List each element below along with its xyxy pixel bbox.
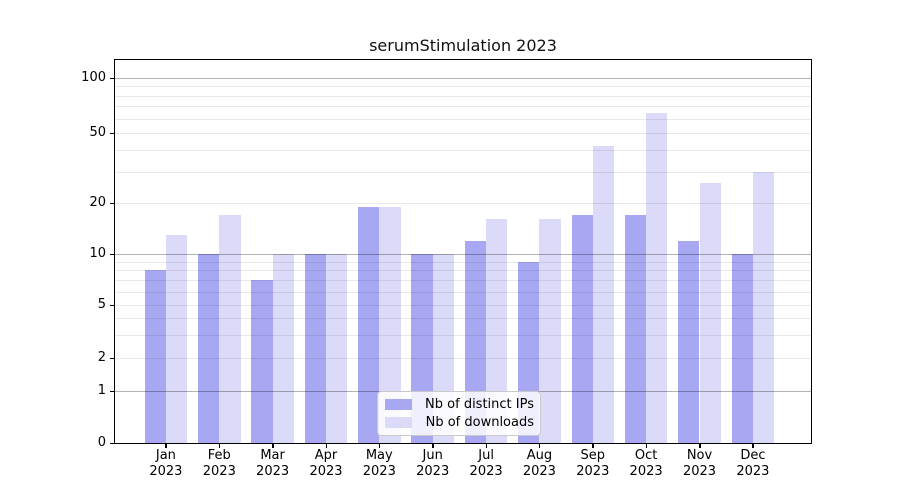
bar-downloads-mar xyxy=(272,254,294,443)
gridline-minor xyxy=(115,317,811,319)
y-tick-mark xyxy=(110,390,114,392)
x-tick-label-sep: Sep 2023 xyxy=(576,448,610,479)
legend-swatch-distinct-ips xyxy=(385,399,412,410)
gridline-minor xyxy=(115,305,811,306)
legend-row: Nb of distinct IPs xyxy=(385,397,534,412)
gridline-minor xyxy=(115,118,811,120)
gridline-major xyxy=(115,254,811,255)
bar-distinct-ips-apr xyxy=(304,254,326,443)
y-tick-label: 100 xyxy=(81,70,106,85)
y-tick-label: 0 xyxy=(97,435,106,450)
bar-downloads-aug xyxy=(539,219,561,443)
legend-label: Nb of distinct IPs xyxy=(425,397,534,412)
y-tick-mark xyxy=(110,304,114,306)
bar-distinct-ips-dec xyxy=(731,254,753,443)
bar-downloads-sep xyxy=(592,146,615,443)
y-tick-label: 10 xyxy=(89,246,106,261)
y-tick-mark xyxy=(110,202,114,204)
x-tick-mark xyxy=(645,444,648,448)
y-tick-mark xyxy=(110,253,114,255)
gridline-minor xyxy=(115,261,811,263)
bar-downloads-may xyxy=(379,206,401,443)
x-tick-label-nov: Nov 2023 xyxy=(682,448,717,479)
legend-swatch-downloads xyxy=(385,417,412,428)
gridline-minor xyxy=(115,280,811,282)
x-tick-label-may: May 2023 xyxy=(362,448,396,479)
x-tick-mark xyxy=(592,444,594,448)
x-tick-mark xyxy=(485,444,488,448)
gridline-minor xyxy=(115,334,811,336)
bar-downloads-oct xyxy=(646,113,668,443)
y-tick-mark xyxy=(110,442,114,444)
bar-downloads-nov xyxy=(699,183,721,443)
bar-distinct-ips-jan xyxy=(144,270,166,443)
gridline-major xyxy=(115,78,811,79)
y-tick-label: 1 xyxy=(97,383,106,398)
y-tick-label: 2 xyxy=(97,350,106,365)
x-tick-mark xyxy=(699,444,701,448)
x-tick-mark xyxy=(218,444,221,448)
y-tick-label: 5 xyxy=(97,297,106,312)
bar-distinct-ips-sep xyxy=(571,215,593,443)
legend: Nb of distinct IPs Nb of downloads xyxy=(377,391,541,436)
bar-distinct-ips-nov xyxy=(678,240,700,443)
gridline-minor xyxy=(115,95,811,97)
legend-row: Nb of downloads xyxy=(385,415,534,430)
y-tick-mark xyxy=(110,77,114,79)
x-tick-mark xyxy=(752,444,754,448)
y-tick-mark xyxy=(110,132,114,134)
x-tick-mark xyxy=(325,444,327,448)
x-tick-mark xyxy=(432,444,434,448)
plot-area xyxy=(114,59,812,444)
gridline-minor xyxy=(115,172,811,173)
y-tick-mark xyxy=(110,357,114,359)
bar-distinct-ips-mar xyxy=(251,280,273,443)
x-tick-label-jun: Jun 2023 xyxy=(416,448,450,479)
x-tick-mark xyxy=(272,444,274,448)
y-tick-label: 20 xyxy=(89,195,106,210)
x-tick-label-apr: Apr 2023 xyxy=(309,448,343,479)
bar-distinct-ips-may xyxy=(358,206,380,443)
x-tick-label-oct: Oct 2023 xyxy=(629,448,663,479)
bar-distinct-ips-feb xyxy=(198,254,220,443)
x-tick-label-feb: Feb 2023 xyxy=(202,448,236,479)
x-tick-label-jan: Jan 2023 xyxy=(149,448,183,479)
gridline-minor xyxy=(115,203,811,204)
x-tick-label-dec: Dec 2023 xyxy=(736,448,770,479)
gridline-minor xyxy=(115,106,811,108)
gridline-minor xyxy=(115,86,811,88)
x-tick-mark xyxy=(538,444,541,448)
bar-downloads-apr xyxy=(326,254,348,443)
bar-downloads-dec xyxy=(752,172,775,443)
gridline-minor xyxy=(115,291,811,293)
x-tick-mark xyxy=(165,444,167,448)
bar-distinct-ips-oct xyxy=(624,215,647,443)
y-tick-label: 50 xyxy=(89,125,106,140)
x-tick-label-jul: Jul 2023 xyxy=(469,448,503,479)
x-tick-label-aug: Aug 2023 xyxy=(522,448,556,479)
x-tick-label-mar: Mar 2023 xyxy=(256,448,290,479)
chart-title: serumStimulation 2023 xyxy=(369,36,557,55)
gridline-minor xyxy=(115,358,811,359)
x-tick-mark xyxy=(378,444,381,448)
bar-downloads-feb xyxy=(219,215,241,443)
gridline-minor xyxy=(115,133,811,134)
gridline-minor xyxy=(115,270,811,272)
gridline-minor xyxy=(115,150,811,151)
bar-downloads-jul xyxy=(486,219,508,443)
bar-downloads-jan xyxy=(165,234,188,443)
legend-label: Nb of downloads xyxy=(425,415,534,430)
